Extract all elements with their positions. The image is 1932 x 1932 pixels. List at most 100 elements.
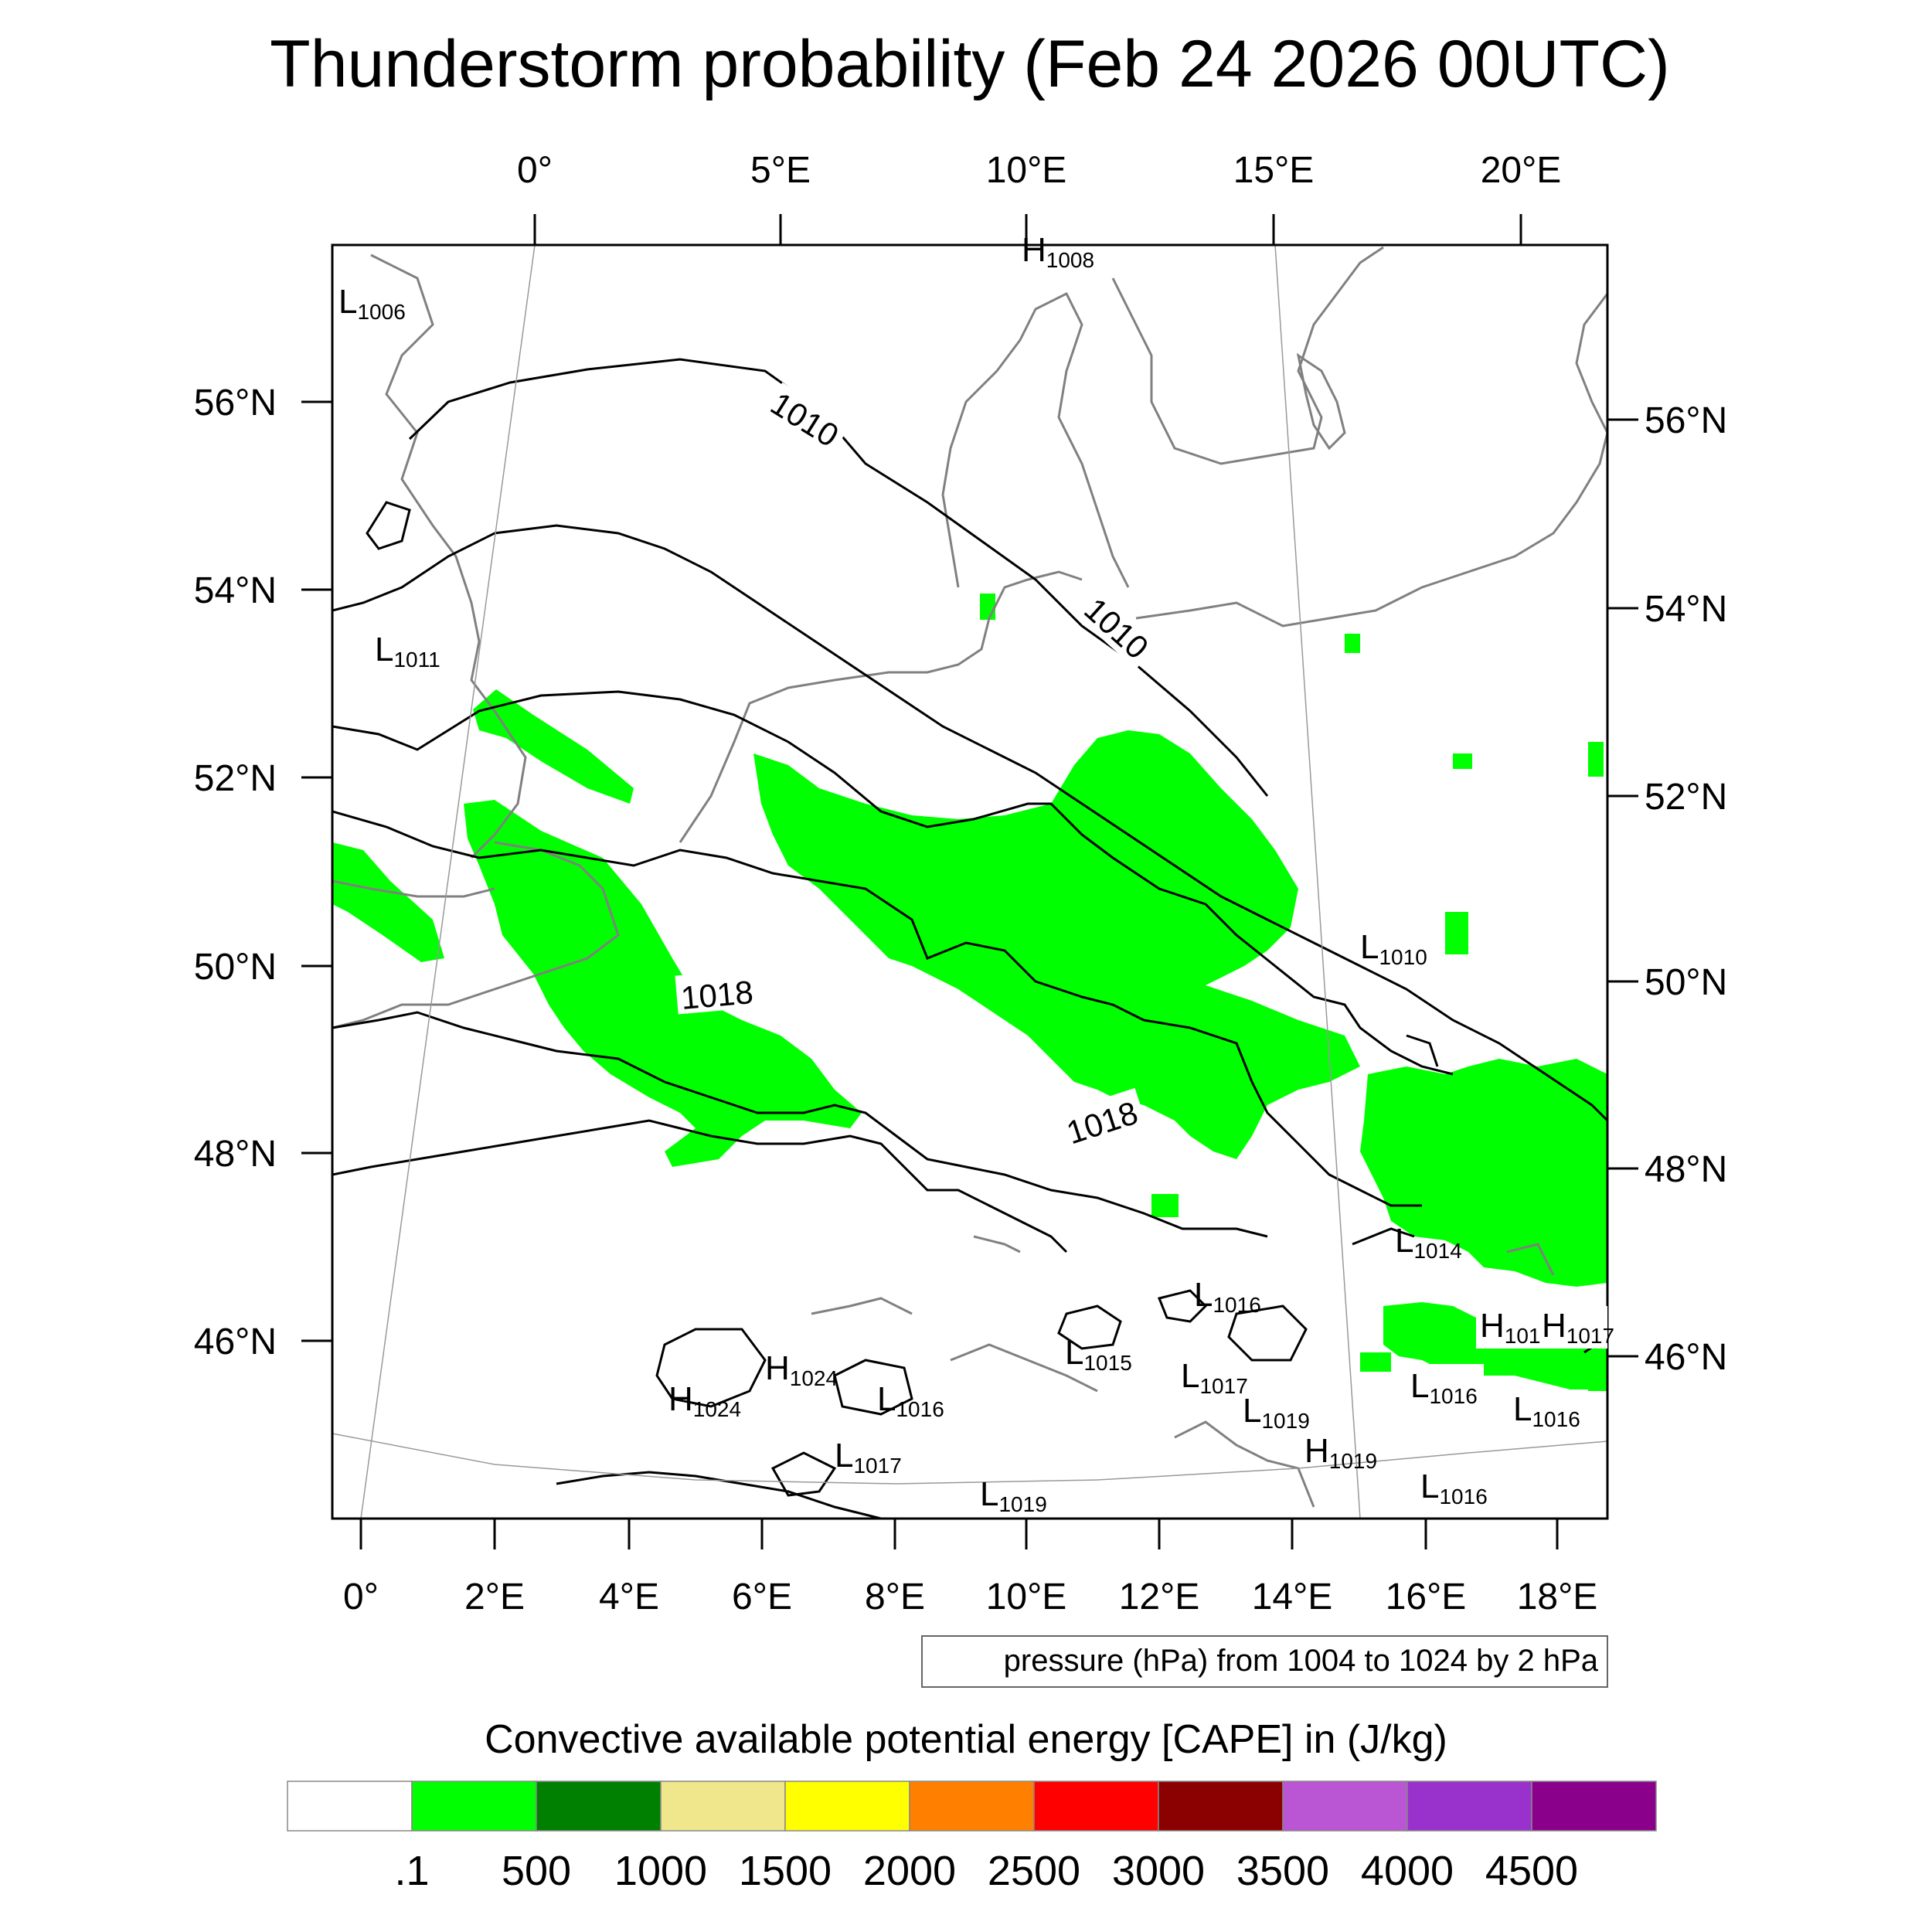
cape-region-small-5 <box>1453 753 1472 769</box>
right-lat-label: 46°N <box>1645 1337 1727 1378</box>
parallel-45n <box>332 1433 1607 1485</box>
left-lat-label: 54°N <box>194 570 277 611</box>
legend-tick: 4500 <box>1485 1848 1578 1894</box>
bottom-lon-label: 4°E <box>599 1577 659 1617</box>
top-lon-label: 20°E <box>1481 150 1562 191</box>
isobar-14 <box>1406 1034 1439 1067</box>
legend-swatch <box>1158 1781 1284 1832</box>
pressure-center: L1016 <box>1194 1276 1261 1317</box>
isobars <box>332 358 1607 1519</box>
pressure-center: L1016 <box>877 1380 944 1421</box>
right-lat-labels: 56°N 54°N 52°N 50°N 48°N 46°N <box>1645 400 1727 1378</box>
pressure-center: L1016 <box>1410 1367 1478 1408</box>
pressure-center: H1024 <box>765 1349 838 1390</box>
legend-tick: 500 <box>502 1848 571 1894</box>
bottom-lon-label: 16°E <box>1386 1577 1467 1617</box>
coast-adriatic-north <box>1174 1420 1315 1508</box>
legend-tick: .1 <box>394 1848 429 1894</box>
pressure-center: L1010 <box>1360 928 1427 969</box>
left-lat-label: 50°N <box>194 947 277 988</box>
isobar-3 <box>332 690 1454 1076</box>
meridian-15e <box>1274 245 1361 1519</box>
pressure-center: L1016 <box>1420 1468 1488 1509</box>
legend-swatch <box>909 1781 1035 1832</box>
cape-region-small-7 <box>1445 912 1468 954</box>
cape-region-belgium-france <box>464 800 862 1167</box>
legend-colorbar <box>287 1781 1657 1832</box>
pressure-center: H101 <box>1480 1307 1541 1348</box>
bottom-lon-label: 10°E <box>986 1577 1067 1617</box>
isobar-10 <box>1057 1304 1122 1350</box>
right-lat-label: 50°N <box>1645 962 1727 1003</box>
pressure-center: L1019 <box>1243 1392 1310 1433</box>
coast-lake-1 <box>973 1235 1021 1253</box>
coast-lake-2 <box>1506 1243 1555 1276</box>
coast-netherlands-germany <box>679 570 1083 843</box>
bottom-lon-label: 0° <box>343 1577 379 1617</box>
cape-region-northsea-strip <box>473 689 634 804</box>
isobar-2 <box>332 524 1607 1122</box>
right-lat-label: 56°N <box>1645 400 1727 441</box>
coast-baltic-south <box>1135 432 1607 628</box>
meridian-0 <box>360 245 536 1519</box>
left-lat-label: 56°N <box>194 383 277 423</box>
coast-italy-ligurian <box>950 1343 1098 1393</box>
isobar-17 <box>366 501 411 550</box>
contour-label-box: 1010 <box>762 382 851 457</box>
cape-region-west-channel <box>332 842 444 962</box>
legend-swatch <box>1033 1781 1159 1832</box>
coast-sweden-south <box>1111 246 1384 465</box>
coastlines <box>332 246 1607 1508</box>
pressure-center-box <box>1507 1389 1588 1436</box>
legend-swatch <box>784 1781 910 1832</box>
legend-tick: 3000 <box>1112 1848 1205 1894</box>
legend-swatch <box>1282 1781 1408 1832</box>
legend-swatch <box>660 1781 786 1832</box>
coast-france-north <box>332 841 620 1029</box>
contour-label: 1018 <box>679 974 754 1016</box>
bottom-lon-label: 2°E <box>464 1577 525 1617</box>
left-lat-labels: 56°N 54°N 52°N 50°N 48°N 46°N <box>194 383 277 1362</box>
map-area <box>332 245 1607 1519</box>
pressure-center: H1017 <box>1542 1307 1614 1348</box>
coast-britain-south <box>332 879 495 898</box>
isobar-7 <box>556 1471 882 1519</box>
pressure-note-box <box>921 1635 1608 1688</box>
map-title: Thunderstorm probability (Feb 24 2026 00… <box>270 27 1670 101</box>
cape-region-small-4 <box>1588 742 1604 777</box>
contour-label-box: 1010 <box>1076 587 1161 669</box>
legend-tick: 1000 <box>614 1848 707 1894</box>
legend-tick: 3500 <box>1236 1848 1329 1894</box>
isobar-8 <box>1352 1227 1415 1246</box>
top-lon-labels: 0° 5°E 10°E 15°E 20°E <box>517 150 1561 191</box>
isobar-1 <box>408 358 1269 797</box>
bottom-lon-labels: 0° 2°E 4°E 6°E 8°E 10°E 12°E 14°E 16°E 1… <box>343 1577 1597 1617</box>
isobar-12 <box>1227 1304 1308 1362</box>
tick-marks <box>301 214 1638 1549</box>
pressure-centers: H1008 L1006 L1011 L1010 L1014 L1016 H101… <box>338 231 1614 1516</box>
coast-denmark <box>941 291 1130 588</box>
bottom-lon-label: 12°E <box>1119 1577 1200 1617</box>
pressure-center: L1017 <box>1181 1357 1248 1398</box>
left-lat-label: 46°N <box>194 1321 277 1362</box>
isobar-5 <box>332 1011 1268 1238</box>
legend-swatch <box>536 1781 662 1832</box>
bottom-lon-label: 18°E <box>1517 1577 1598 1617</box>
pressure-center: L1006 <box>338 283 406 324</box>
top-lon-label: 5°E <box>750 150 811 191</box>
legend-tick: 2500 <box>988 1848 1080 1894</box>
pressure-center: H1008 <box>1022 231 1094 272</box>
legend-swatch <box>411 1781 537 1832</box>
pressure-center: H1019 <box>1304 1432 1377 1473</box>
isobar-11 <box>1157 1289 1208 1323</box>
bottom-lon-label: 14°E <box>1252 1577 1333 1617</box>
pressure-center: L1011 <box>375 631 440 672</box>
left-lat-label: 48°N <box>194 1134 277 1175</box>
coast-britain-east <box>370 253 527 859</box>
legend-tick-labels: .1 500 1000 1500 2000 2500 3000 3500 400… <box>394 1848 1578 1894</box>
bottom-lon-label: 6°E <box>732 1577 792 1617</box>
top-lon-label: 0° <box>517 150 553 191</box>
legend-swatch <box>1531 1781 1657 1832</box>
right-lat-label: 48°N <box>1645 1149 1727 1190</box>
